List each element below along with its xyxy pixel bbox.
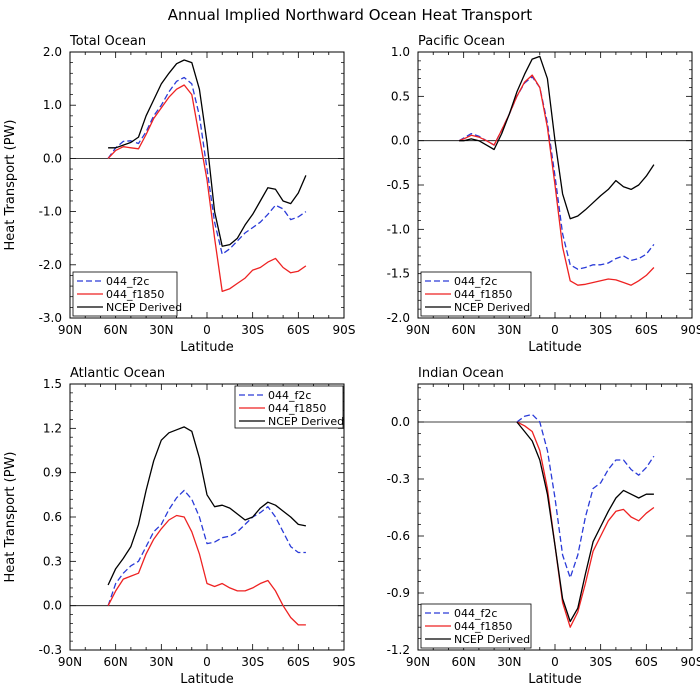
- x-tick-label: 0: [203, 323, 211, 337]
- series-line-044-f1850: [107, 514, 306, 626]
- series-line-044-f2c: [107, 76, 307, 255]
- panel-title: Total Ocean: [69, 34, 146, 49]
- x-tick-label: 60S: [635, 655, 658, 669]
- y-tick-label: -0.5: [387, 178, 410, 192]
- y-tick-label: -1.0: [39, 205, 62, 219]
- y-tick-label: 2.0: [43, 45, 62, 59]
- legend-label: 044_f1850: [454, 288, 512, 301]
- y-tick-label: -2.0: [387, 311, 410, 325]
- x-tick-label: 30S: [589, 655, 612, 669]
- series-line-044-f2c: [458, 76, 655, 270]
- panel-title: Pacific Ocean: [418, 34, 505, 49]
- x-tick-label: 60N: [104, 655, 128, 669]
- y-tick-label: 0.6: [43, 510, 62, 524]
- x-tick-label: 0: [551, 655, 559, 669]
- x-tick-label: 60S: [287, 655, 310, 669]
- legend-label: 044_f2c: [106, 275, 149, 288]
- series-line-044-f1850: [107, 84, 307, 293]
- y-axis-label: Heat Transport (PW): [3, 452, 18, 583]
- x-tick-label: 90S: [333, 323, 356, 337]
- x-axis-label: Latitude: [180, 672, 234, 687]
- x-tick-label: 90N: [58, 655, 82, 669]
- x-tick-label: 30N: [497, 655, 521, 669]
- y-tick-label: -2.0: [39, 258, 62, 272]
- x-tick-label: 30N: [149, 323, 173, 337]
- legend-label: 044_f1850: [454, 620, 512, 633]
- y-axis-label: Heat Transport (PW): [3, 120, 18, 251]
- y-tick-label: -0.3: [39, 643, 62, 657]
- series-line-ncep-derived: [107, 426, 307, 586]
- panel-atlantic-ocean: 90N 60N 30N 0 30S 60S 90S -0.3 0.0 0.3 0.6 0.9 1.2 1.…: [3, 366, 355, 687]
- x-axis-label: Latitude: [528, 340, 582, 355]
- y-tick-label: 1.0: [43, 98, 62, 112]
- legend-label: 044_f1850: [106, 288, 164, 301]
- x-tick-label: 90N: [406, 655, 430, 669]
- y-tick-label: -1.5: [387, 267, 410, 281]
- y-tick-label: 0.9: [43, 466, 62, 480]
- panel-indian-ocean: 90N 60N 30N 0 30S 60S 90S -1.2 -0.9 -0.6 -0.3 0.0 In…: [387, 366, 700, 687]
- y-tick-label: -0.3: [387, 472, 410, 486]
- x-tick-label: 60S: [635, 323, 658, 337]
- x-tick-label: 90S: [681, 323, 700, 337]
- series-line-044-f2c: [516, 413, 655, 579]
- x-tick-label: 90N: [406, 323, 430, 337]
- x-tick-label: 60N: [104, 323, 128, 337]
- y-tick-label: 0.5: [391, 89, 410, 103]
- legend-label: NCEP Derived: [106, 301, 182, 314]
- x-tick-label: 30N: [149, 655, 173, 669]
- series-line-044-f1850: [516, 421, 655, 628]
- panel-total-ocean: 90N 60N 30N 0 30S 60S 90S -3.0 -2.0 -1.0 0.0 1.0 2.0…: [3, 34, 355, 355]
- panel-pacific-ocean: 90N 60N 30N 0 30S 60S 90S -2.0 -1.5 -1.0 -0.5 0.0 0.…: [387, 34, 700, 355]
- legend-label: 044_f2c: [454, 607, 497, 620]
- legend-label: NCEP Derived: [454, 301, 530, 314]
- y-tick-label: 0.0: [43, 151, 62, 165]
- panel-title: Indian Ocean: [418, 366, 504, 381]
- series-line-044-f2c: [107, 489, 306, 606]
- series-line-ncep-derived: [516, 421, 654, 623]
- legend-label: 044_f2c: [268, 389, 311, 402]
- y-tick-label: 1.5: [43, 377, 62, 391]
- x-tick-label: 0: [203, 655, 211, 669]
- legend-label: 044_f1850: [268, 402, 326, 415]
- x-tick-label: 60N: [452, 655, 476, 669]
- legend-label: NCEP Derived: [268, 415, 344, 428]
- x-tick-label: 0: [551, 323, 559, 337]
- y-tick-label: -3.0: [39, 311, 62, 325]
- x-tick-label: 30S: [241, 655, 264, 669]
- x-tick-label: 90S: [333, 655, 356, 669]
- y-tick-label: -1.2: [387, 643, 410, 657]
- series-line-ncep-derived: [108, 59, 307, 247]
- x-tick-label: 90N: [58, 323, 82, 337]
- x-tick-label: 60N: [452, 323, 476, 337]
- y-tick-label: -0.9: [387, 586, 410, 600]
- series-line-ncep-derived: [459, 55, 655, 220]
- y-tick-label: 0.3: [43, 554, 62, 568]
- figure-title: Annual Implied Northward Ocean Heat Tran…: [168, 6, 533, 24]
- x-tick-label: 30S: [241, 323, 264, 337]
- y-tick-label: 1.0: [391, 45, 410, 59]
- x-axis-label: Latitude: [528, 672, 582, 687]
- x-tick-label: 30N: [497, 323, 521, 337]
- y-tick-label: -0.6: [387, 529, 410, 543]
- legend-label: 044_f2c: [454, 275, 497, 288]
- y-tick-label: -1.0: [387, 222, 410, 236]
- x-tick-label: 30S: [589, 323, 612, 337]
- y-tick-label: 0.0: [43, 599, 62, 613]
- x-axis-label: Latitude: [180, 340, 234, 355]
- x-tick-label: 90S: [681, 655, 700, 669]
- legend-label: NCEP Derived: [454, 633, 530, 646]
- x-tick-label: 60S: [287, 323, 310, 337]
- y-tick-label: 0.0: [391, 134, 410, 148]
- y-tick-label: 0.0: [391, 415, 410, 429]
- y-tick-label: 1.2: [43, 421, 62, 435]
- series-line-044-f1850: [458, 74, 655, 286]
- panel-title: Atlantic Ocean: [70, 366, 165, 381]
